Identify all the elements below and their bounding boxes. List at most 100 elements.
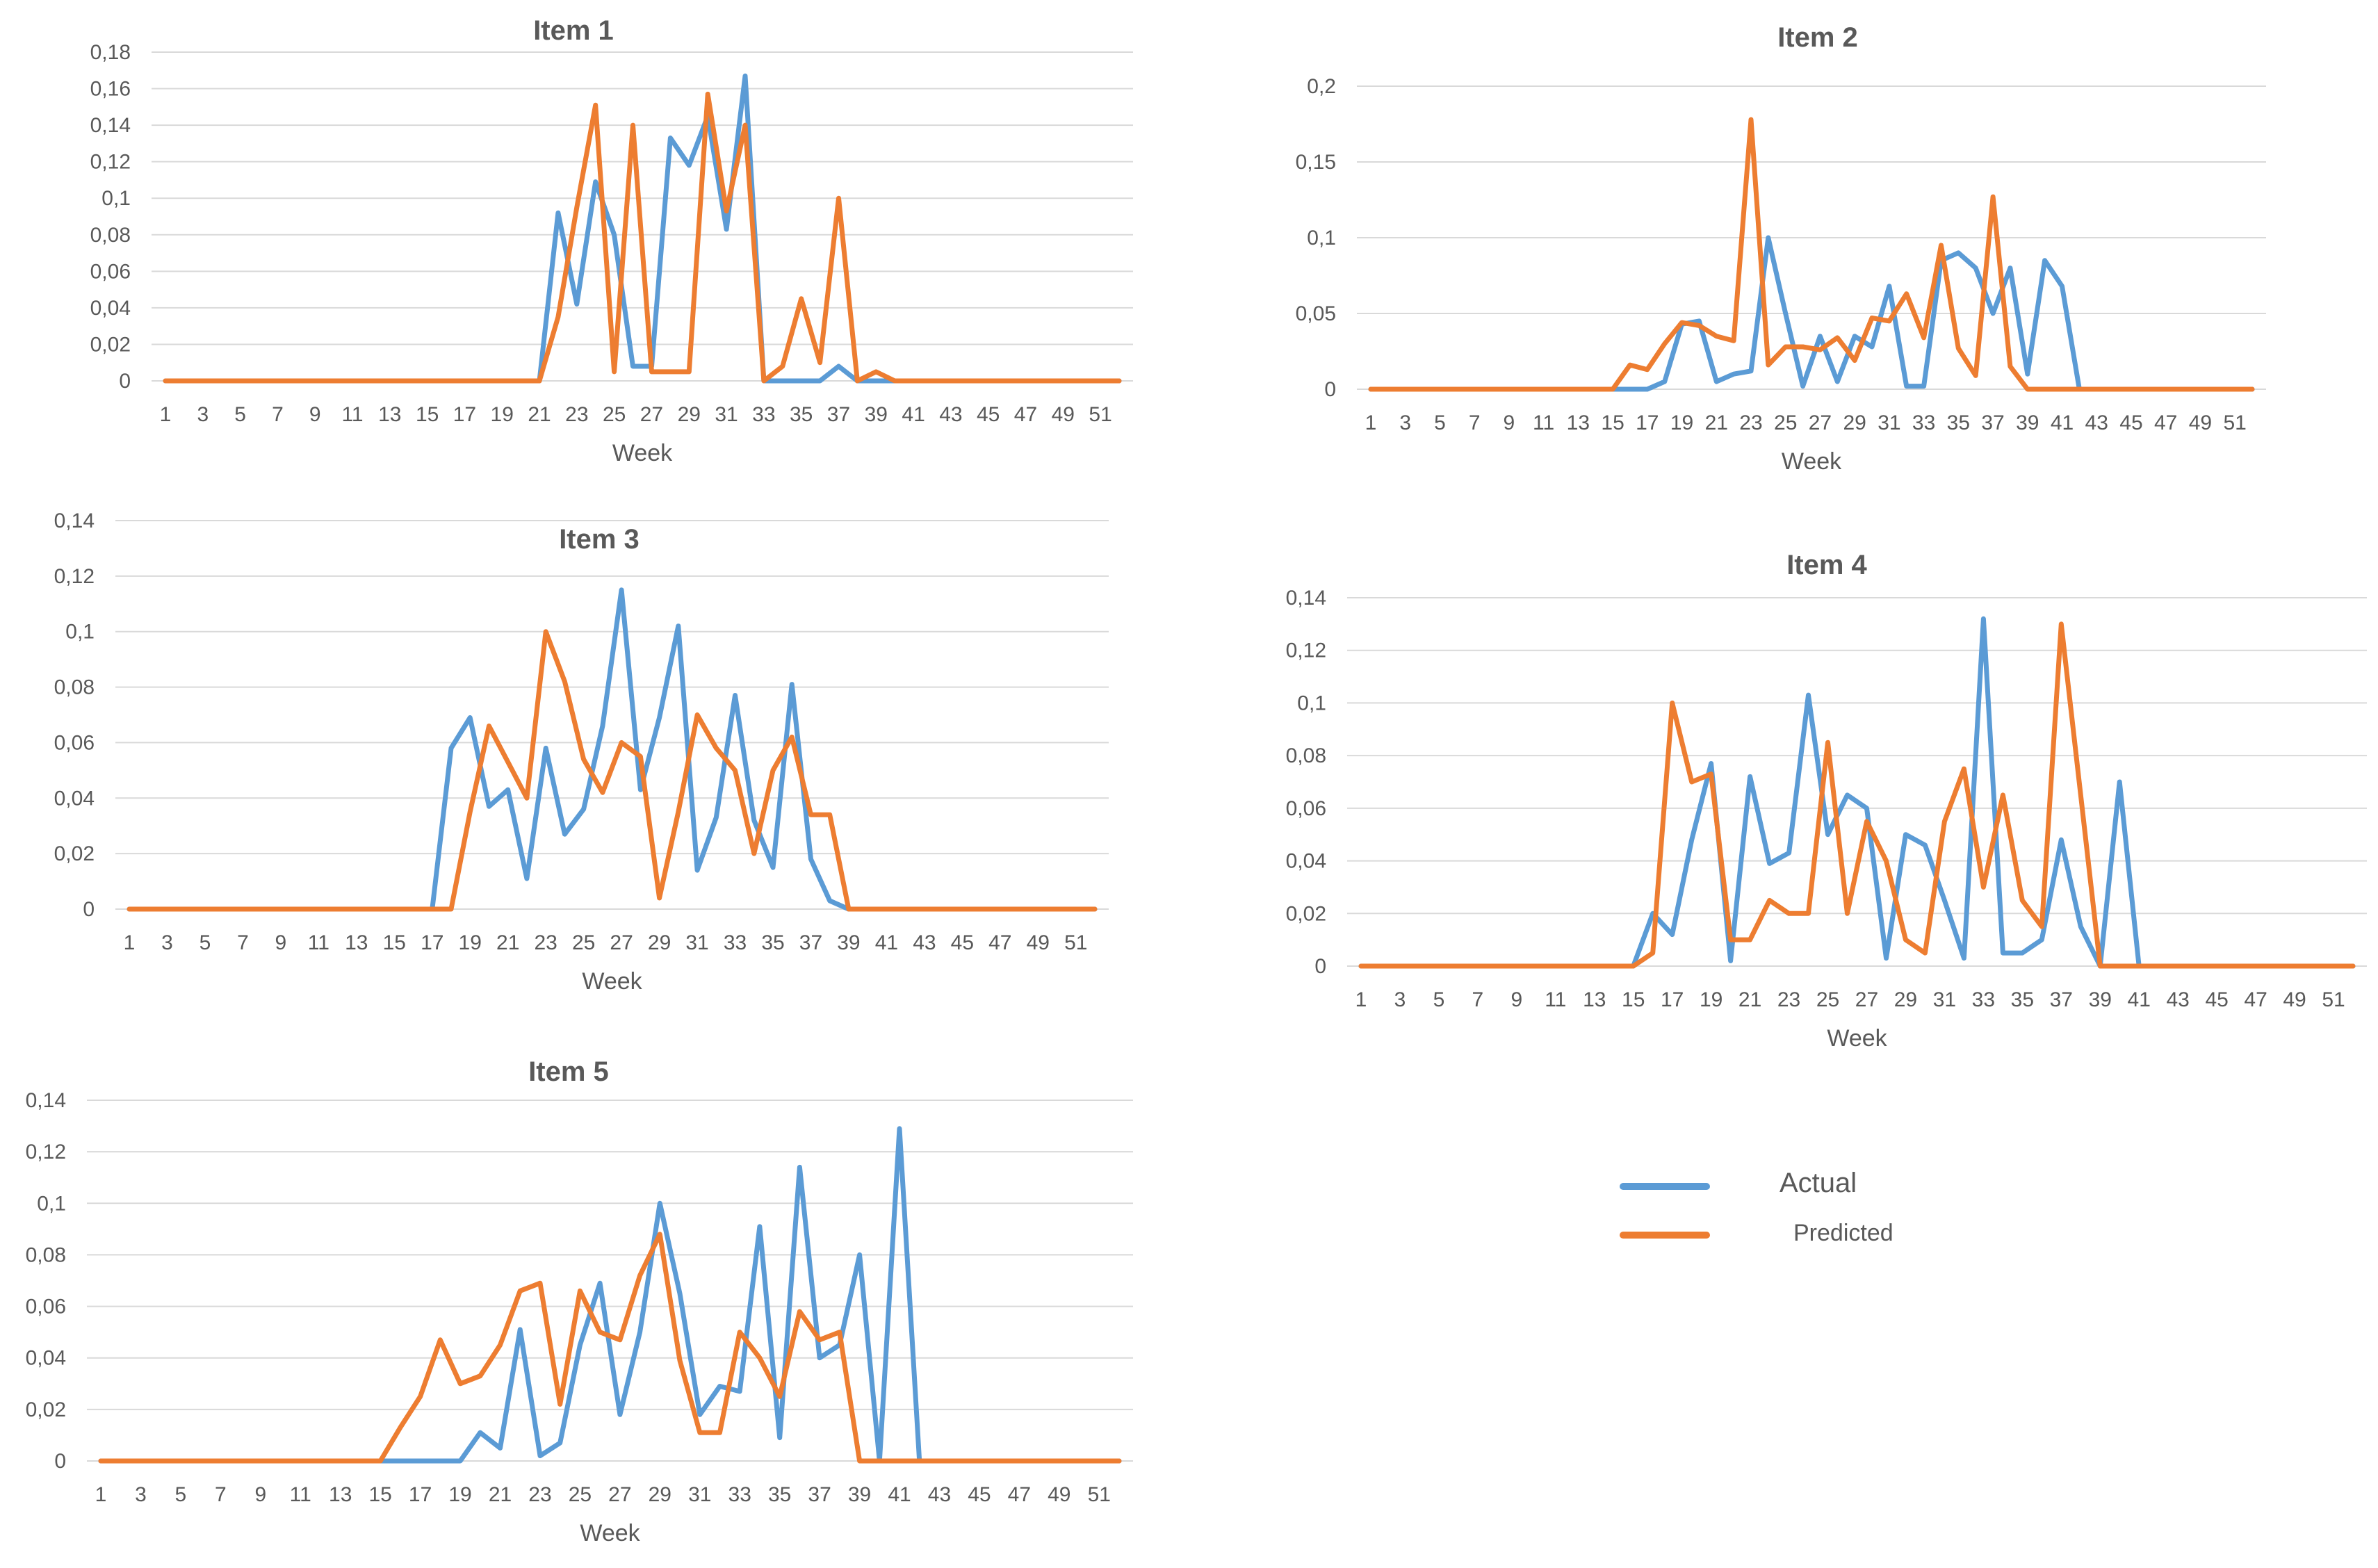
x-tick-label: 23 — [528, 1483, 551, 1506]
x-tick-label: 33 — [724, 931, 747, 954]
y-tick-label: 0,08 — [90, 224, 131, 247]
x-tick-label: 7 — [272, 403, 284, 426]
x-tick-label: 13 — [329, 1483, 352, 1506]
y-tick-label: 0,04 — [26, 1347, 66, 1370]
x-tick-label: 3 — [197, 403, 209, 426]
x-tick-label: 33 — [728, 1483, 751, 1506]
x-tick-label: 17 — [1661, 988, 1684, 1011]
y-tick-label: 0,08 — [1286, 744, 1326, 767]
y-tick-label: 0 — [83, 898, 95, 921]
y-tick-label: 0,1 — [1297, 692, 1326, 714]
x-tick-label: 19 — [491, 403, 514, 426]
series-line-predicted — [163, 91, 1122, 384]
x-tick-label: 21 — [1738, 988, 1761, 1011]
y-tick-label: 0,08 — [54, 676, 95, 699]
x-tick-label: 21 — [489, 1483, 512, 1506]
x-tick-label: 35 — [790, 403, 813, 426]
x-tick-label: 47 — [2154, 411, 2177, 434]
x-tick-label: 17 — [453, 403, 476, 426]
x-tick-label: 29 — [1894, 988, 1917, 1011]
y-tick-label: 0,06 — [1286, 797, 1326, 820]
x-tick-label: 3 — [135, 1483, 147, 1506]
x-tick-label: 51 — [2223, 411, 2246, 434]
y-tick-label: 0,04 — [90, 297, 131, 320]
x-tick-label: 43 — [939, 403, 962, 426]
x-tick-label: 15 — [383, 931, 406, 954]
series-line-predicted — [1368, 117, 2255, 392]
x-tick-label: 41 — [2051, 411, 2074, 434]
x-tick-label: 3 — [1399, 411, 1411, 434]
y-tick-label: 0,18 — [90, 41, 131, 64]
x-tick-label: 1 — [95, 1483, 107, 1506]
x-tick-label: 25 — [603, 403, 626, 426]
x-tick-label: 47 — [1014, 403, 1037, 426]
x-tick-label: 3 — [161, 931, 173, 954]
x-tick-label: 51 — [1064, 931, 1087, 954]
x-axis-title: Week — [1782, 448, 1842, 475]
x-tick-label: 45 — [968, 1483, 991, 1506]
y-tick-label: 0,04 — [1286, 850, 1326, 873]
x-tick-label: 15 — [1601, 411, 1624, 434]
x-tick-label: 49 — [1027, 931, 1050, 954]
y-tick-label: 0 — [119, 370, 131, 393]
x-tick-label: 29 — [649, 1483, 671, 1506]
x-tick-label: 7 — [237, 931, 249, 954]
x-tick-label: 23 — [1777, 988, 1800, 1011]
legend-swatch-actual — [1620, 1183, 1710, 1190]
x-tick-label: 39 — [837, 931, 860, 954]
x-tick-label: 5 — [1434, 411, 1446, 434]
x-tick-label: 45 — [977, 403, 1000, 426]
y-tick-label: 0,02 — [90, 333, 131, 356]
y-tick-label: 0 — [1314, 955, 1326, 978]
x-tick-label: 9 — [254, 1483, 266, 1506]
x-tick-label: 15 — [416, 403, 439, 426]
x-tick-label: 3 — [1394, 988, 1406, 1011]
x-tick-label: 49 — [1052, 403, 1075, 426]
x-tick-label: 15 — [1622, 988, 1645, 1011]
x-tick-label: 47 — [2244, 988, 2267, 1011]
x-tick-label: 37 — [827, 403, 850, 426]
series-line-predicted — [98, 1232, 1122, 1464]
x-tick-label: 35 — [2011, 988, 2034, 1011]
y-tick-label: 0,06 — [90, 260, 131, 283]
legend-swatch-predicted — [1620, 1232, 1710, 1239]
y-tick-label: 0,16 — [90, 78, 131, 101]
chart-title: Item 1 — [533, 15, 614, 46]
series-line-predicted — [1358, 621, 2356, 969]
x-axis-title: Week — [1827, 1025, 1887, 1052]
x-tick-label: 19 — [1670, 411, 1693, 434]
legend-label-predicted: Predicted — [1793, 1220, 1894, 1246]
y-tick-label: 0 — [54, 1450, 66, 1473]
x-tick-label: 33 — [752, 403, 775, 426]
x-tick-label: 29 — [678, 403, 701, 426]
x-tick-label: 35 — [1947, 411, 1970, 434]
x-tick-label: 31 — [685, 931, 708, 954]
x-tick-label: 11 — [341, 403, 363, 426]
y-tick-label: 0,1 — [1307, 227, 1336, 250]
x-tick-label: 51 — [2322, 988, 2345, 1011]
x-tick-label: 43 — [913, 931, 936, 954]
x-tick-label: 41 — [875, 931, 898, 954]
y-tick-label: 0,06 — [26, 1296, 66, 1318]
x-tick-label: 9 — [1510, 988, 1522, 1011]
x-tick-label: 25 — [1816, 988, 1839, 1011]
x-tick-label: 29 — [648, 931, 671, 954]
y-tick-label: 0,12 — [54, 565, 95, 588]
x-tick-label: 11 — [1533, 411, 1554, 434]
x-tick-label: 1 — [1355, 988, 1367, 1011]
chart-title: Item 5 — [528, 1056, 609, 1087]
chart-title: Item 4 — [1786, 550, 1867, 580]
x-tick-label: 15 — [368, 1483, 391, 1506]
y-tick-label: 0,08 — [26, 1243, 66, 1266]
x-tick-label: 5 — [175, 1483, 187, 1506]
x-axis-title: Week — [612, 440, 673, 466]
x-tick-label: 37 — [2050, 988, 2073, 1011]
x-tick-label: 39 — [865, 403, 888, 426]
x-tick-label: 47 — [1008, 1483, 1031, 1506]
y-tick-label: 0,05 — [1296, 302, 1336, 325]
x-tick-label: 5 — [199, 931, 211, 954]
x-tick-label: 45 — [2119, 411, 2142, 434]
x-tick-label: 29 — [1843, 411, 1866, 434]
x-tick-label: 27 — [608, 1483, 631, 1506]
